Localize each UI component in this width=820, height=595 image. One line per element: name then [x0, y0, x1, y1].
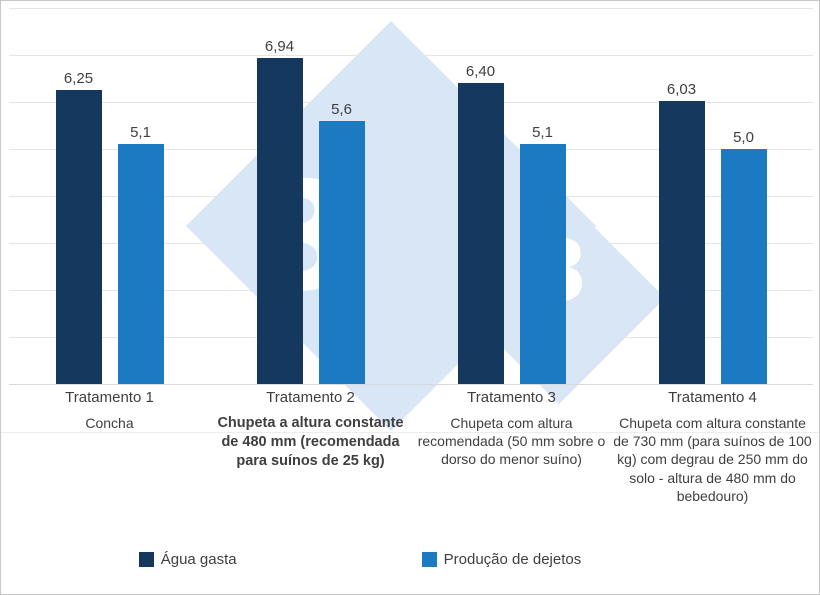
bar-producao-dejetos: [318, 120, 365, 384]
bar-group: 6,03 5,0: [612, 8, 813, 384]
legend: Água gasta Produção de dejetos: [1, 551, 769, 568]
bar-agua-gasta: [658, 100, 705, 384]
category-cell: Tratamento 2 Chupeta a altura constante d…: [210, 389, 411, 505]
bar-value-label: 6,03: [666, 80, 697, 98]
plot-area: 6,25 5,1 6,94 5,6 6,40 5,1 6,03 5,0: [9, 8, 813, 384]
bar-agua-gasta: [55, 90, 102, 384]
bar-value-label: 5,6: [331, 100, 352, 118]
bar-with-label: 6,25: [55, 70, 102, 384]
category-description: Chupeta a altura constante de 480 mm (re…: [217, 415, 404, 469]
bar-with-label: 5,0: [720, 129, 767, 384]
bar-with-label: 6,94: [256, 37, 303, 384]
bar-with-label: 6,03: [658, 80, 705, 384]
bar-value-label: 6,25: [63, 70, 94, 88]
chart-bottom-border: [1, 432, 819, 433]
bar-group: 6,94 5,6: [210, 8, 411, 384]
bar-group: 6,40 5,1: [411, 8, 612, 384]
x-axis-line: [9, 384, 813, 385]
category-axis-labels: Tratamento 1 Concha Tratamento 2 Chupeta a …: [9, 389, 813, 505]
category-title: Tratamento 4: [668, 389, 757, 406]
legend-label: Produção de dejetos: [443, 551, 582, 568]
bar-value-label: 6,94: [264, 37, 295, 55]
category-cell: Tratamento 1 Concha: [9, 389, 210, 505]
legend-swatch: [421, 552, 437, 567]
category-title: Tratamento 1: [65, 389, 154, 406]
bar-agua-gasta: [457, 83, 504, 384]
category-cell: Tratamento 4 Chupeta com altura constante…: [612, 389, 813, 505]
category-description: Chupeta com altura recomendada (50 mm so…: [417, 415, 606, 468]
bar-groups: 6,25 5,1 6,94 5,6 6,40 5,1 6,03 5,0: [9, 8, 813, 384]
legend-item: Produção de dejetos: [421, 551, 582, 568]
category-title: Tratamento 2: [266, 389, 355, 406]
legend-label: Água gasta: [160, 551, 237, 568]
legend-swatch: [138, 552, 154, 567]
bar-producao-dejetos: [720, 149, 767, 384]
legend-item: Água gasta: [138, 551, 237, 568]
category-description: Concha: [85, 415, 134, 431]
bar-value-label: 6,40: [465, 63, 496, 81]
bar-with-label: 5,6: [318, 100, 365, 384]
bar-value-label: 5,1: [130, 124, 151, 142]
bar-producao-dejetos: [519, 144, 566, 384]
bar-with-label: 6,40: [457, 63, 504, 384]
bar-with-label: 5,1: [117, 124, 164, 384]
bar-value-label: 5,1: [532, 124, 553, 142]
bar-agua-gasta: [256, 57, 303, 384]
bar-value-label: 5,0: [733, 129, 754, 146]
category-title: Tratamento 3: [467, 389, 556, 406]
category-cell: Tratamento 3 Chupeta com altura recomenda…: [411, 389, 612, 505]
bar-with-label: 5,1: [519, 124, 566, 384]
gridline: [9, 8, 813, 9]
bar-producao-dejetos: [117, 144, 164, 384]
bar-group: 6,25 5,1: [9, 8, 210, 384]
category-description: Chupeta com altura constante de 730 mm (…: [613, 415, 812, 504]
